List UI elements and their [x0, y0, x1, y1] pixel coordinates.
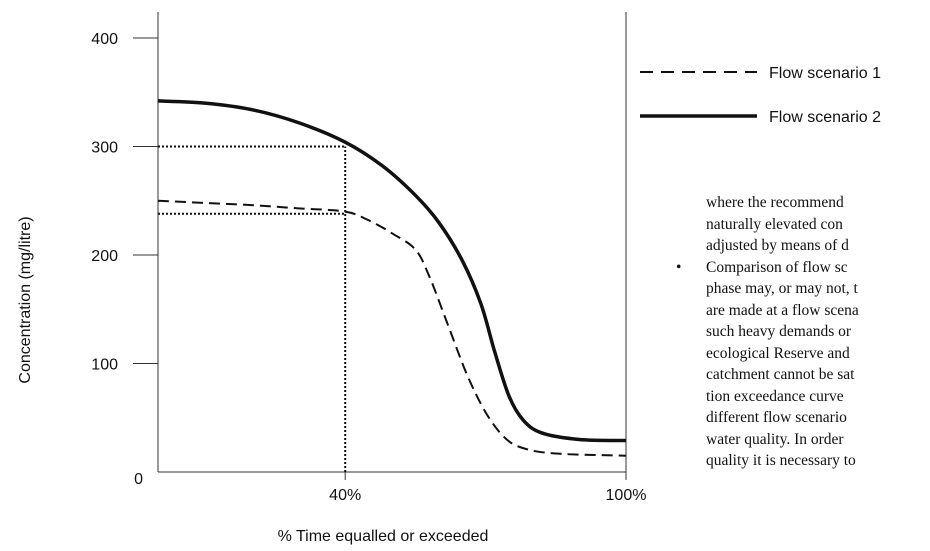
- y-tick-label: 300: [91, 140, 118, 157]
- text-line: where the recommend: [706, 194, 844, 211]
- legend-item-flow-scenario-2: Flow scenario 2: [640, 109, 881, 126]
- legend-item-flow-scenario-1: Flow scenario 1: [640, 65, 881, 82]
- legend-label-flow-scenario-1: Flow scenario 1: [769, 65, 881, 82]
- document-text: where the recommend naturally elevated c…: [676, 192, 930, 472]
- text-line: such heavy demands or: [706, 323, 852, 340]
- y-tick-label: 400: [91, 31, 118, 48]
- y-tick-label: 100: [91, 357, 118, 374]
- text-line: tion exceedance curve: [706, 387, 844, 405]
- x-tick-label: 100%: [606, 487, 647, 504]
- series-lines: [157, 99, 627, 457]
- x-axis-label: % Time equalled or exceeded: [278, 528, 489, 545]
- legend: Flow scenario 1 Flow scenario 2: [640, 65, 881, 126]
- y-axis-ticks: 0 100 200 300 400: [91, 31, 158, 488]
- y-tick-label: 200: [91, 248, 118, 265]
- text-line: Comparison of flow sc: [706, 258, 848, 276]
- series-line-1: [157, 199, 627, 457]
- text-line: phase may, or may not, t: [706, 280, 858, 297]
- x-tick-label: 40%: [329, 487, 361, 504]
- text-line: different flow scenario: [706, 409, 847, 426]
- text-line: ecological Reserve and: [706, 344, 850, 362]
- y-tick-label: 0: [134, 471, 143, 488]
- x-axis-ticks: 40% 100%: [329, 472, 646, 504]
- text-line: naturally elevated con: [706, 215, 843, 233]
- series-line-2: [157, 99, 627, 443]
- plot-frame: [157, 12, 627, 473]
- text-line: are made at a flow scena: [706, 301, 859, 319]
- text-line: water quality. In order: [706, 430, 844, 448]
- text-line: quality it is necessary to: [706, 452, 856, 469]
- bullet-icon: •: [676, 258, 682, 276]
- text-line: adjusted by means of d: [706, 237, 849, 254]
- reference-lines: [158, 145, 347, 472]
- bullet-line: • Comparison of flow sc: [676, 257, 930, 279]
- legend-label-flow-scenario-2: Flow scenario 2: [769, 109, 881, 126]
- y-axis-label: Concentration (mg/litre): [17, 216, 34, 383]
- text-line: catchment cannot be sat: [706, 366, 855, 383]
